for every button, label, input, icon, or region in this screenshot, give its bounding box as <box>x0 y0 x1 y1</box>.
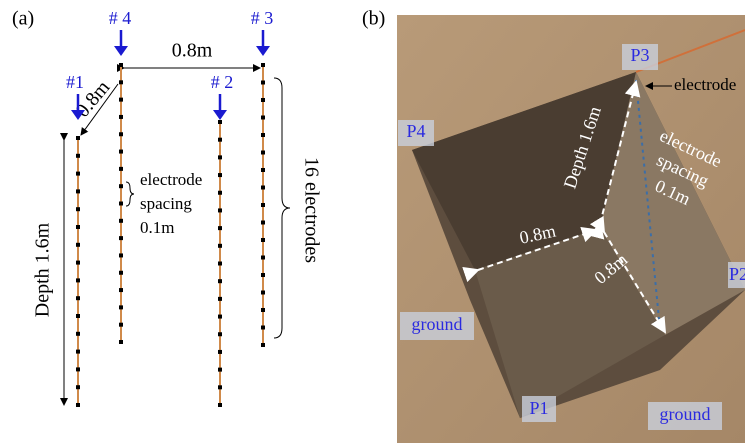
corner-label: P2 <box>729 264 745 284</box>
electrode <box>261 81 265 85</box>
electrode <box>76 403 80 407</box>
borehole-label: # 2 <box>211 72 234 92</box>
brace <box>126 182 134 206</box>
electrode <box>261 133 265 137</box>
annotation: 0.1m <box>140 218 174 237</box>
panel-label: (b) <box>362 8 385 30</box>
electrode <box>76 261 80 265</box>
electrode <box>119 115 123 119</box>
corner-label: P4 <box>406 121 425 141</box>
electrode <box>261 343 265 347</box>
electrode <box>76 385 80 389</box>
electrode <box>119 340 123 344</box>
electrode <box>119 236 123 240</box>
electrode <box>76 350 80 354</box>
electrode <box>119 323 123 327</box>
electrode <box>218 138 222 142</box>
electrode <box>119 132 123 136</box>
brace <box>274 78 290 338</box>
corner-label: P3 <box>630 45 649 65</box>
blue-arrowhead <box>213 110 227 120</box>
blue-arrowhead <box>114 46 128 56</box>
electrode <box>218 262 222 266</box>
electrode <box>218 279 222 283</box>
dimension-label: 0.8m <box>172 40 213 62</box>
electrode <box>261 186 265 190</box>
figure: (a) #1 # 4 # 2 # 3 0.8m 0.8m electrode s… <box>0 0 745 443</box>
electrode <box>76 172 80 176</box>
electrode <box>76 278 80 282</box>
electrode <box>76 207 80 211</box>
electrode <box>119 80 123 84</box>
electrode <box>218 208 222 212</box>
electrode <box>76 332 80 336</box>
annotation: spacing <box>140 194 192 213</box>
electrode <box>119 305 123 309</box>
electrode <box>261 203 265 207</box>
electrode <box>261 308 265 312</box>
borehole-label: #1 <box>66 72 84 92</box>
dimension-label: Depth 1.6m <box>32 222 54 317</box>
electrode <box>261 168 265 172</box>
electrode <box>119 271 123 275</box>
electrode <box>76 189 80 193</box>
electrode <box>76 243 80 247</box>
electrode <box>119 63 123 67</box>
electrode <box>218 297 222 301</box>
electrode <box>76 296 80 300</box>
electrode <box>119 253 123 257</box>
electrode <box>76 154 80 158</box>
electrode <box>218 315 222 319</box>
annotation: electrode <box>674 75 736 94</box>
electrode <box>261 151 265 155</box>
electrode <box>218 191 222 195</box>
electrode <box>261 291 265 295</box>
panel-label: (a) <box>12 8 34 30</box>
electrode <box>119 150 123 154</box>
electrode <box>218 155 222 159</box>
borehole-label: # 4 <box>109 8 132 28</box>
electrode <box>218 226 222 230</box>
electrode <box>261 116 265 120</box>
electrode <box>218 403 222 407</box>
panel-a: (a) #1 # 4 # 2 # 3 0.8m 0.8m electrode s… <box>12 8 322 407</box>
borehole-label: # 3 <box>251 8 274 28</box>
electrode <box>218 350 222 354</box>
electrode <box>261 326 265 330</box>
electrode <box>261 273 265 277</box>
electrode <box>119 288 123 292</box>
electrode <box>119 98 123 102</box>
electrode <box>76 367 80 371</box>
electrode <box>119 184 123 188</box>
electrode <box>261 238 265 242</box>
electrode <box>119 219 123 223</box>
electrode <box>119 202 123 206</box>
electrode <box>261 256 265 260</box>
electrode <box>76 225 80 229</box>
electrode <box>261 221 265 225</box>
electrode <box>261 63 265 67</box>
electrode <box>218 332 222 336</box>
electrode <box>261 98 265 102</box>
panel-b: (b) Depth 1.6m 0.8m 0.8m electrode spaci… <box>362 8 745 443</box>
corner-label: P1 <box>529 398 548 418</box>
electrode <box>218 385 222 389</box>
electrode <box>218 120 222 124</box>
annotation: 16 electrodes <box>300 157 322 263</box>
ground-label: ground <box>660 404 711 424</box>
electrode <box>218 244 222 248</box>
electrode <box>76 314 80 318</box>
electrode <box>76 136 80 140</box>
electrode <box>218 368 222 372</box>
electrode <box>119 167 123 171</box>
annotation: electrode <box>140 170 202 189</box>
blue-arrowhead <box>256 46 270 56</box>
electrode <box>218 173 222 177</box>
ground-label: ground <box>412 314 463 334</box>
